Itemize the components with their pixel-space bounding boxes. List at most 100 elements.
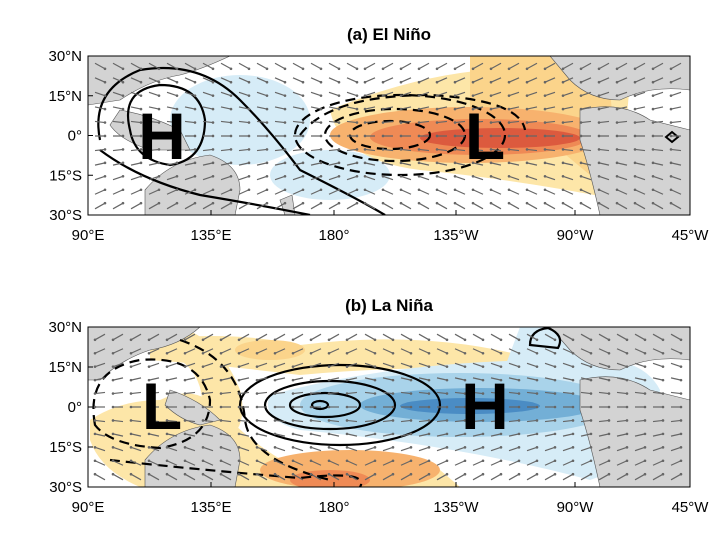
wind-arrow — [292, 473, 304, 481]
wind-arrow — [418, 362, 430, 368]
wind-arrow-head — [111, 459, 115, 463]
wind-arrow — [94, 377, 106, 381]
wind-arrow — [526, 148, 538, 152]
wind-arrow-head — [561, 161, 565, 165]
wind-arrow — [130, 348, 142, 354]
wind-arrow — [544, 106, 556, 110]
wind-arrow-head — [463, 378, 467, 382]
wind-arrow — [220, 106, 232, 110]
wind-arrow — [508, 77, 520, 83]
wind-arrow-head — [265, 148, 269, 151]
wind-arrow-head — [175, 188, 179, 192]
wind-arrow-head — [507, 121, 511, 124]
wind-arrow — [544, 391, 556, 395]
wind-arrow-head — [435, 175, 439, 178]
wind-arrow-head — [373, 365, 377, 368]
wind-arrow-head — [561, 201, 565, 205]
wind-arrow — [400, 106, 412, 110]
wind-arrow-head — [607, 459, 611, 463]
wind-arrow — [184, 175, 196, 181]
wind-arrow — [166, 202, 178, 210]
wind-arrow-head — [561, 80, 565, 84]
wind-arrow — [382, 377, 394, 381]
wind-arrow — [544, 189, 556, 195]
wind-arrow — [238, 189, 250, 195]
wind-arrow-head — [103, 201, 107, 205]
wind-arrow-head — [363, 134, 367, 138]
wind-arrow-head — [327, 392, 331, 395]
wind-arrow — [616, 377, 628, 381]
wind-arrow — [634, 348, 646, 354]
wind-arrow — [634, 62, 646, 70]
wind-arrow-head — [319, 94, 323, 97]
wind-arrow-head — [643, 365, 647, 368]
wind-arrow — [436, 189, 448, 195]
wind-arrow-head — [579, 121, 583, 124]
wind-arrow-head — [535, 351, 539, 355]
wind-arrow — [184, 348, 196, 354]
wind-arrow-head — [255, 351, 259, 355]
wind-arrow-head — [471, 188, 475, 192]
wind-arrow-head — [381, 94, 385, 97]
wind-arrow-head — [355, 94, 359, 97]
wind-arrow-head — [363, 188, 367, 192]
wind-arrow-head — [345, 446, 349, 449]
wind-arrow — [148, 120, 160, 124]
wind-arrow-head — [247, 201, 251, 205]
wind-arrow — [346, 391, 358, 395]
wind-arrow — [184, 433, 196, 437]
wind-arrow-head — [679, 459, 683, 463]
wind-arrow — [112, 333, 124, 341]
wind-arrow — [472, 348, 484, 354]
lat-tick-label: 0° — [68, 128, 82, 145]
wind-arrow-head — [103, 175, 107, 178]
wind-arrow-head — [597, 67, 601, 71]
wind-arrow — [166, 175, 178, 181]
wind-arrow-head — [417, 107, 421, 111]
wind-arrow-head — [237, 472, 241, 476]
wind-arrow — [616, 433, 628, 437]
wind-arrow — [112, 62, 124, 70]
wind-arrow-head — [211, 175, 215, 178]
wind-arrow-head — [579, 67, 583, 71]
wind-arrow-head — [517, 365, 521, 368]
wind-arrow-head — [633, 121, 637, 124]
wind-arrow — [292, 120, 304, 124]
wind-arrow — [256, 120, 268, 124]
wind-arrow — [238, 460, 250, 466]
wind-arrow-head — [219, 419, 223, 422]
wind-arrow-head — [507, 94, 511, 97]
wind-arrow-head — [147, 405, 151, 409]
wind-arrow-head — [481, 392, 485, 395]
wind-arrow-head — [391, 432, 395, 436]
wind-arrow-head — [579, 94, 583, 97]
wind-arrow-head — [247, 161, 251, 165]
wind-arrow-head — [543, 107, 547, 111]
wind-arrow — [364, 120, 376, 124]
wind-arrow-head — [273, 351, 277, 355]
wind-arrow — [238, 419, 250, 423]
wind-arrow-head — [147, 338, 151, 342]
wind-arrow — [364, 62, 376, 70]
wind-arrow-head — [111, 472, 115, 476]
lat-tick-label: 30°S — [49, 207, 82, 224]
wind-arrow-head — [471, 121, 475, 124]
wind-arrow-head — [201, 365, 205, 368]
wind-arrow-head — [345, 338, 349, 342]
wind-arrow — [436, 419, 448, 423]
wind-arrow — [346, 362, 358, 368]
wind-arrow — [454, 77, 466, 83]
wind-arrow-head — [291, 472, 295, 476]
wind-arrow — [364, 333, 376, 341]
wind-arrow — [256, 77, 268, 83]
wind-arrow — [292, 106, 304, 110]
wind-arrow-head — [265, 175, 269, 178]
wind-arrow-head — [93, 419, 97, 422]
wind-arrow-head — [309, 419, 313, 422]
wind-arrow-head — [399, 148, 403, 151]
wind-arrow-head — [435, 148, 439, 151]
wind-arrow — [526, 189, 538, 195]
wind-arrow-head — [319, 107, 323, 111]
lon-tick-label: 180° — [318, 499, 349, 516]
wind-arrow-head — [157, 107, 161, 111]
